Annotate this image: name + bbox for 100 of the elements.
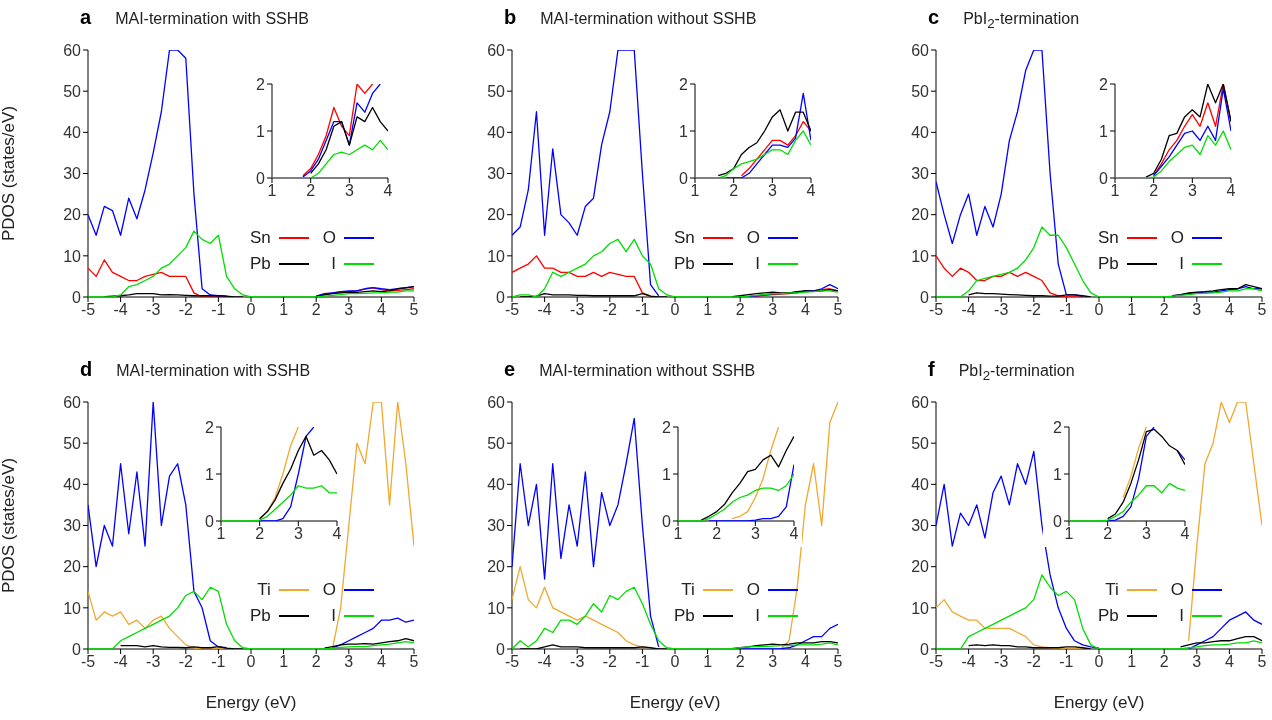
legend-label: Sn	[250, 228, 271, 248]
y-tick-label: 40	[911, 124, 930, 142]
y-tick-label: 40	[63, 124, 82, 142]
x-tick-label: 1	[267, 182, 277, 200]
y-tick-label: 10	[487, 599, 506, 617]
x-tick-label: -1	[211, 301, 226, 319]
x-tick-label: 2	[311, 301, 321, 319]
text: c	[928, 6, 940, 29]
legend-label: Pb	[1098, 606, 1119, 626]
y-tick-label: 0	[662, 512, 672, 530]
y-tick-label: 20	[911, 206, 930, 224]
line-series	[1122, 427, 1147, 499]
legend-label: I	[755, 254, 761, 274]
y-tick-label: 10	[911, 247, 930, 265]
y-tick-label: 0	[72, 640, 82, 658]
x-tick-label: -1	[635, 653, 650, 671]
legend-label: Pb	[674, 606, 695, 626]
text: f	[928, 358, 935, 381]
x-tick-label: 2	[735, 301, 745, 319]
x-tick-label: -2	[1026, 653, 1042, 671]
chart-title: MAI-termination with SSHB	[116, 362, 311, 380]
x-tick-label: 3	[750, 525, 760, 543]
x-tick-label: 3	[293, 525, 303, 543]
x-tick-label: 3	[1192, 653, 1202, 671]
x-tick-label: 2	[735, 653, 745, 671]
y-tick-label: 20	[487, 558, 506, 576]
x-tick-label: -1	[635, 301, 650, 319]
y-tick-label: 30	[63, 517, 82, 535]
legend-label: O	[322, 228, 337, 248]
y-tick-label: 30	[63, 165, 82, 183]
x-tick-label: 4	[1224, 301, 1234, 319]
x-tick-label: 5	[409, 653, 419, 671]
y-tick-label: 50	[63, 434, 82, 452]
y-tick-label: 1	[205, 465, 215, 483]
x-tick-label: -2	[178, 301, 194, 319]
y-tick-label: 1	[1099, 122, 1109, 140]
y-tick-label: 40	[911, 476, 930, 494]
x-tick-label: -3	[146, 301, 161, 319]
x-axis-title: Energy (eV)	[629, 693, 721, 712]
y-tick-label: 10	[911, 599, 930, 617]
y-tick-label: 1	[662, 465, 672, 483]
x-tick-label: -2	[602, 653, 618, 671]
x-tick-label: -3	[994, 653, 1009, 671]
x-tick-label: -4	[537, 301, 552, 319]
text: d	[80, 358, 93, 381]
y-tick-label: 0	[496, 640, 506, 658]
y-tick-label: 40	[487, 124, 506, 142]
y-tick-label: 50	[63, 82, 82, 100]
y-tick-label: 50	[911, 82, 930, 100]
y-tick-label: 20	[487, 206, 506, 224]
x-tick-label: -2	[178, 653, 194, 671]
x-tick-label: 3	[344, 182, 354, 200]
x-tick-label: -4	[113, 301, 128, 319]
x-tick-label: 1	[279, 301, 289, 319]
y-tick-label: 1	[256, 122, 266, 140]
x-tick-label: 2	[729, 182, 739, 200]
x-tick-label: 4	[376, 301, 386, 319]
line-series	[259, 427, 315, 521]
x-tick-label: -3	[994, 301, 1009, 319]
x-tick-label: 5	[409, 301, 419, 319]
x-tick-label: 3	[1141, 525, 1151, 543]
y-tick-label: 40	[63, 476, 82, 494]
x-tick-label: 3	[1187, 182, 1197, 200]
x-tick-label: -1	[1059, 301, 1074, 319]
legend-label: Pb	[250, 606, 271, 626]
y-tick-label: 20	[63, 558, 82, 576]
line-series	[717, 109, 811, 177]
chart-title: MAI-termination without SSHB	[539, 362, 756, 380]
chart-title: MAI-termination without SSHB	[540, 10, 757, 28]
x-tick-label: 4	[383, 182, 393, 200]
x-tick-label: 2	[712, 525, 722, 543]
x-tick-label: -4	[961, 653, 976, 671]
y-tick-label: 50	[911, 434, 930, 452]
y-tick-label: 2	[256, 75, 266, 93]
legend-label: Ti	[681, 580, 695, 600]
y-tick-label: 2	[1053, 418, 1063, 436]
x-tick-label: 2	[311, 653, 321, 671]
x-tick-label: -5	[504, 653, 520, 671]
legend-label: O	[1170, 228, 1185, 248]
y-tick-label: 60	[911, 41, 930, 59]
text: b	[504, 6, 517, 29]
x-tick-label: -4	[537, 653, 552, 671]
y-axis-title: PDOS (states/eV)	[0, 457, 19, 594]
y-tick-label: 0	[496, 288, 506, 306]
x-tick-label: 5	[833, 653, 843, 671]
chart-title: PbI$_{2}$-termination	[958, 362, 1075, 384]
line-series	[936, 255, 1084, 297]
x-tick-label: -5	[928, 653, 944, 671]
legend-label: Sn	[674, 228, 695, 248]
y-tick-label: 60	[63, 393, 82, 411]
line-series	[740, 120, 811, 177]
y-tick-label: 2	[1099, 75, 1109, 93]
x-tick-label: -5	[504, 301, 520, 319]
x-tick-label: -5	[80, 301, 96, 319]
x-axis-title: Energy (eV)	[205, 693, 297, 712]
x-tick-label: 3	[768, 653, 778, 671]
x-tick-label: 4	[806, 182, 816, 200]
legend-label: O	[322, 580, 337, 600]
y-tick-label: 0	[72, 288, 82, 306]
y-tick-label: 10	[63, 599, 82, 617]
